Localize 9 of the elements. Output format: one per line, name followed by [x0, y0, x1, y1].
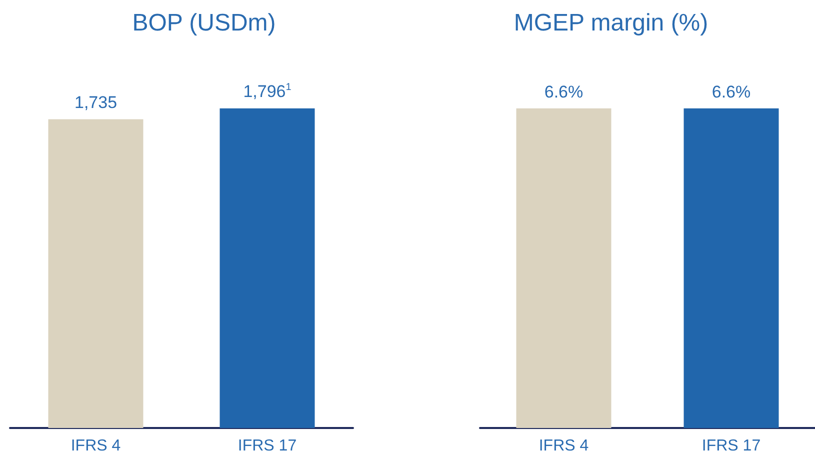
data-label: 6.6% — [544, 82, 584, 102]
chart-title: BOP (USDm) — [132, 10, 276, 36]
chart-title: MGEP margin (%) — [514, 10, 708, 36]
x-tick-label: IFRS 17 — [702, 438, 761, 454]
x-tick-label: IFRS 17 — [238, 438, 297, 454]
data-label: 1,735 — [74, 93, 118, 112]
data-label: 6.6% — [712, 82, 751, 102]
x-tick-label: IFRS 4 — [70, 438, 121, 454]
x-tick-label: IFRS 4 — [538, 438, 589, 454]
